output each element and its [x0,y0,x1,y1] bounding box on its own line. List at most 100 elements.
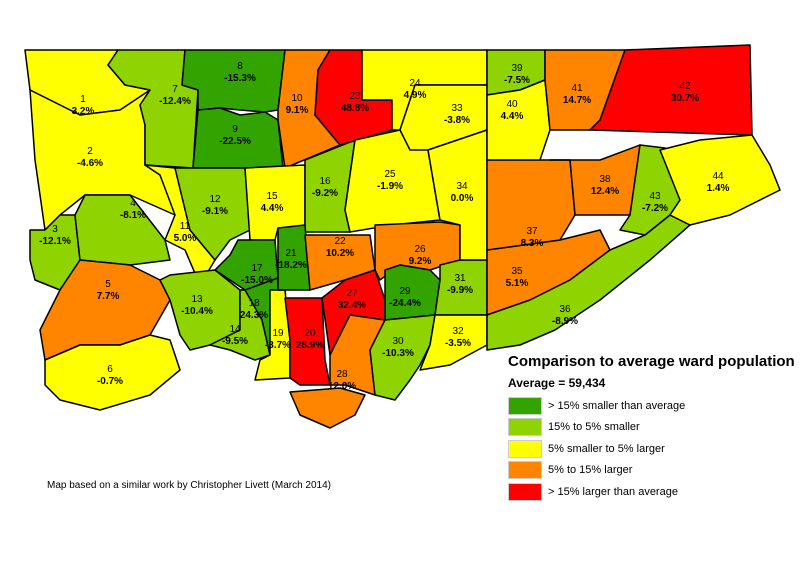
ward-change-label: 4.4% [261,203,284,214]
ward-44 [659,134,781,226]
ward-change-label: 0.0% [451,193,474,204]
ward-number-label: 25 [384,169,396,180]
ward-change-label: 24.3% [240,310,268,321]
ward-number-label: 10 [291,93,303,104]
ward-number-label: 22 [334,236,346,247]
ward-number-label: 42 [679,81,691,92]
ward-number-label: 17 [251,263,263,274]
legend-swatch [508,461,542,480]
legend-item: > 15% larger than average [508,481,795,503]
legend-label: 5% to 15% larger [548,464,633,477]
ward-number-label: 12 [209,194,221,205]
legend-label: > 15% smaller than average [548,399,686,412]
ward-change-label: 8.3% [521,238,544,249]
ward-change-label: -15.0% [241,275,273,286]
ward-number-label: 1 [80,94,86,105]
ward-change-label: -12.1% [39,236,71,247]
ward-number-label: 23 [349,91,361,102]
ward-change-label: 3.2% [72,106,95,117]
ward-change-label: 5.1% [506,278,529,289]
ward-number-label: 21 [285,248,297,259]
ward-number-label: 44 [712,171,724,182]
ward-change-label: -8.1% [120,210,146,221]
ward-number-label: 15 [266,191,278,202]
ward-change-label: 14.7% [563,95,591,106]
legend-item: 5% smaller to 5% larger [508,438,795,460]
ward-number-label: 41 [571,83,583,94]
ward-number-label: 38 [599,174,611,185]
ward-change-label: -3.5% [445,338,471,349]
ward-number-label: 26 [414,244,426,255]
ward-number-label: 37 [526,226,538,237]
ward-change-label: 4.4% [501,111,524,122]
ward-change-label: -9.2% [312,188,338,199]
ward-28 [289,387,366,429]
ward-change-label: -9.9% [447,285,473,296]
ward-change-label: -10.4% [181,306,213,317]
ward-change-label: -15.3% [224,73,256,84]
legend-label: > 15% larger than average [548,485,678,498]
legend-title: Comparison to average ward population [508,353,795,370]
ward-change-label: 12.4% [591,186,619,197]
ward-number-label: 30 [392,336,404,347]
ward-number-label: 20 [304,328,316,339]
ward-number-label: 36 [559,304,571,315]
ward-number-label: 34 [456,181,468,192]
ward-change-label: 1.4% [707,183,730,194]
ward-number-label: 40 [506,99,518,110]
ward-number-label: 9 [232,124,238,135]
ward-number-label: 7 [172,84,178,95]
ward-number-label: 33 [451,103,463,114]
ward-29 [384,264,441,321]
legend-swatch [508,439,542,458]
legend-swatch [508,418,542,437]
ward-number-label: 27 [346,288,358,299]
ward-number-label: 43 [649,191,661,202]
ward-number-label: 35 [511,266,523,277]
legend-item: 15% to 5% smaller [508,417,795,439]
legend-item: 5% to 15% larger [508,460,795,482]
ward-change-label: 9.2% [409,256,432,267]
ward-change-label: 30.7% [671,93,699,104]
ward-change-label: 12.0% [328,381,356,392]
ward-number-label: 18 [248,298,260,309]
ward-number-label: 16 [319,176,331,187]
ward-number-label: 4 [130,198,136,209]
ward-13 [159,269,241,351]
ward-change-label: 7.7% [97,291,120,302]
legend-label: 5% smaller to 5% larger [548,442,665,455]
ward-change-label: -7.5% [504,75,530,86]
ward-number-label: 11 [180,221,191,232]
ward-change-label: -18.2% [275,260,307,271]
ward-number-label: 13 [191,294,203,305]
ward-20 [284,297,331,386]
ward-number-label: 5 [105,279,111,290]
ward-change-label: -10.3% [382,348,414,359]
ward-change-label: -8.9% [552,316,578,327]
ward-number-label: 32 [452,326,464,337]
ward-number-label: 8 [237,61,243,72]
ward-number-label: 3 [52,224,58,235]
ward-number-label: 6 [107,364,113,375]
ward-change-label: -24.4% [389,298,421,309]
legend: Comparison to average ward population Av… [508,353,795,503]
legend-item: > 15% smaller than average [508,395,795,417]
ward-change-label: -9.5% [222,336,248,347]
ward-change-label: 32.4% [338,300,366,311]
ward-number-label: 24 [409,78,421,89]
ward-change-label: -0.7% [97,376,123,387]
ward-number-label: 19 [272,328,284,339]
ward-number-label: 31 [454,273,466,284]
ward-42 [589,44,753,136]
ward-change-label: -3.8% [444,115,470,126]
ward-number-label: 39 [511,63,523,74]
ward-change-label: -1.9% [377,181,403,192]
ward-number-label: 29 [399,286,411,297]
ward-change-label: -12.4% [159,96,191,107]
ward-change-label: 10.2% [326,248,354,259]
ward-number-label: 2 [87,146,93,157]
ward-number-label: 28 [336,369,348,380]
legend-swatch [508,396,542,415]
ward-change-label: -9.1% [202,206,228,217]
ward-change-label: -7.2% [642,203,668,214]
